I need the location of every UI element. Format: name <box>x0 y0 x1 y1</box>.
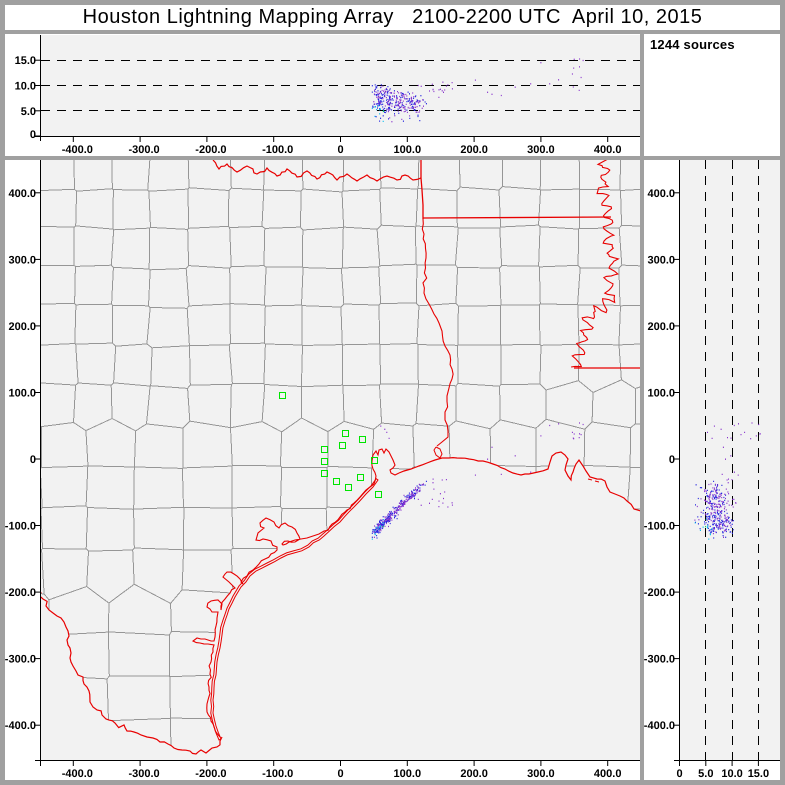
svg-text:-100.0: -100.0 <box>262 768 293 780</box>
svg-text:100.0: 100.0 <box>8 388 36 400</box>
svg-text:15.0: 15.0 <box>748 768 769 780</box>
svg-text:300.0: 300.0 <box>8 254 36 266</box>
svg-text:100.0: 100.0 <box>647 388 675 400</box>
svg-text:-400.0: -400.0 <box>62 768 93 780</box>
svg-text:100.0: 100.0 <box>394 768 422 780</box>
svg-text:10.0: 10.0 <box>721 768 742 780</box>
svg-text:200.0: 200.0 <box>647 321 675 333</box>
svg-text:-200.0: -200.0 <box>195 768 226 780</box>
svg-text:-300.0: -300.0 <box>128 768 159 780</box>
svg-text:-100.0: -100.0 <box>262 144 293 156</box>
svg-text:-400.0: -400.0 <box>644 720 675 732</box>
svg-text:200.0: 200.0 <box>8 321 36 333</box>
svg-text:300.0: 300.0 <box>527 768 555 780</box>
svg-text:-300.0: -300.0 <box>5 654 36 666</box>
svg-text:-100.0: -100.0 <box>644 521 675 533</box>
svg-text:0: 0 <box>337 768 343 780</box>
svg-text:-200.0: -200.0 <box>644 587 675 599</box>
svg-text:5.0: 5.0 <box>698 768 713 780</box>
svg-text:0: 0 <box>337 144 343 156</box>
svg-text:200.0: 200.0 <box>460 768 488 780</box>
svg-text:200.0: 200.0 <box>460 144 488 156</box>
svg-text:400.0: 400.0 <box>594 768 622 780</box>
svg-text:-400.0: -400.0 <box>5 720 36 732</box>
svg-text:300.0: 300.0 <box>647 254 675 266</box>
svg-text:-400.0: -400.0 <box>62 144 93 156</box>
svg-text:5.0: 5.0 <box>21 106 36 118</box>
svg-text:15.0: 15.0 <box>15 55 36 67</box>
svg-text:300.0: 300.0 <box>527 144 555 156</box>
svg-text:0: 0 <box>676 768 682 780</box>
svg-text:-200.0: -200.0 <box>195 144 226 156</box>
svg-text:0: 0 <box>30 129 36 141</box>
svg-text:-300.0: -300.0 <box>644 654 675 666</box>
svg-text:10.0: 10.0 <box>15 81 36 93</box>
svg-text:400.0: 400.0 <box>647 188 675 200</box>
svg-text:400.0: 400.0 <box>594 144 622 156</box>
svg-text:-100.0: -100.0 <box>5 521 36 533</box>
svg-text:100.0: 100.0 <box>394 144 422 156</box>
svg-text:400.0: 400.0 <box>8 188 36 200</box>
svg-text:-200.0: -200.0 <box>5 587 36 599</box>
svg-text:-300.0: -300.0 <box>128 144 159 156</box>
svg-text:0: 0 <box>669 454 675 466</box>
svg-text:0: 0 <box>30 454 36 466</box>
